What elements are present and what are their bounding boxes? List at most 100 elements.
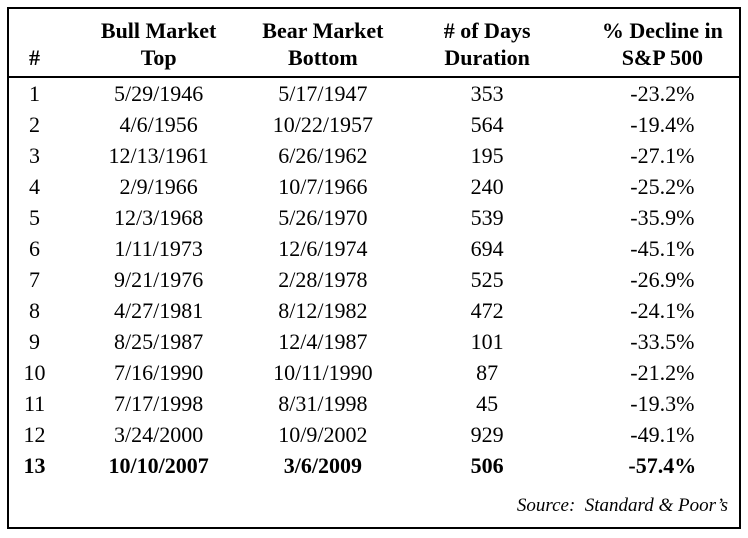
header-line1: Bear Market <box>262 18 384 43</box>
table-body: 1 5/29/1946 5/17/1947 353 -23.2% 2 4/6/1956 10/… <box>9 77 739 481</box>
table-row: 10 7/16/1990 10/11/1990 87 -21.2% <box>9 357 739 388</box>
bear-market-bottom-cell: 10/7/1966 <box>278 173 368 199</box>
bull-market-top-cell: 5/29/1946 <box>114 80 204 106</box>
bull-market-top-cell: 7/17/1998 <box>114 390 204 416</box>
column-header-bear-market-bottom: Bear Market Bottom <box>257 9 389 78</box>
bull-market-top-cell: 8/25/1987 <box>114 328 204 354</box>
days-duration-cell: 45 <box>476 390 499 416</box>
table-row: 4 2/9/1966 10/7/1966 240 -25.2% <box>9 171 739 202</box>
header-line2: Top <box>140 45 177 70</box>
column-header-number: # <box>9 9 61 78</box>
row-number-cell: 4 <box>29 173 41 199</box>
days-duration-cell: 539 <box>470 204 504 230</box>
column-header-days-duration: # of Days Duration <box>388 9 586 78</box>
table-row: 5 12/3/1968 5/26/1970 539 -35.9% <box>9 202 739 233</box>
header-line2: Duration <box>444 45 530 70</box>
source-note: Source: Standard & Poor’s <box>516 495 728 516</box>
bear-market-bottom-cell: 8/31/1998 <box>278 390 368 416</box>
pct-decline-cell: -24.1% <box>630 297 695 323</box>
bear-market-bottom-cell: 8/12/1982 <box>278 297 368 323</box>
days-duration-cell: 240 <box>470 173 504 199</box>
bull-market-top-cell: 7/16/1990 <box>114 359 204 385</box>
row-number-cell: 5 <box>29 204 41 230</box>
header-line1: Bull Market <box>100 18 217 43</box>
table-row: 9 8/25/1987 12/4/1987 101 -33.5% <box>9 326 739 357</box>
column-header-bull-market-top: Bull Market Top <box>60 9 258 78</box>
pct-decline-cell: -25.2% <box>630 173 695 199</box>
table-row: 1 5/29/1946 5/17/1947 353 -23.2% <box>9 77 739 109</box>
row-number-cell: 11 <box>23 390 46 416</box>
header-line2: S&P 500 <box>621 45 703 70</box>
row-number-cell: 10 <box>23 359 46 385</box>
days-duration-cell: 694 <box>470 235 504 261</box>
header-line1: % Decline in <box>601 18 723 43</box>
bull-market-top-cell: 12/3/1968 <box>114 204 204 230</box>
days-duration-cell: 353 <box>470 80 504 106</box>
days-duration-cell: 472 <box>470 297 504 323</box>
days-duration-cell: 564 <box>470 111 504 137</box>
bear-market-bottom-cell: 10/22/1957 <box>272 111 373 137</box>
row-number-cell: 9 <box>29 328 41 354</box>
row-number-cell: 7 <box>29 266 41 292</box>
table-row: 13 10/10/2007 3/6/2009 506 -57.4% <box>9 450 739 481</box>
days-duration-cell: 506 <box>470 452 504 478</box>
days-duration-cell: 929 <box>470 421 504 447</box>
bear-market-bottom-cell: 5/26/1970 <box>278 204 368 230</box>
header-line2: Bottom <box>288 45 358 70</box>
pct-decline-cell: -33.5% <box>630 328 695 354</box>
table-row: 11 7/17/1998 8/31/1998 45 -19.3% <box>9 388 739 419</box>
row-number-cell: 8 <box>29 297 41 323</box>
row-number-cell: 3 <box>29 142 41 168</box>
bear-market-bottom-cell: 10/9/2002 <box>278 421 368 447</box>
pct-decline-cell: -27.1% <box>630 142 695 168</box>
pct-decline-cell: -49.1% <box>630 421 695 447</box>
bull-market-top-cell: 10/10/2007 <box>108 452 209 478</box>
pct-decline-cell: -26.9% <box>630 266 695 292</box>
header-line2: # <box>29 45 41 70</box>
table-row: 7 9/21/1976 2/28/1978 525 -26.9% <box>9 264 739 295</box>
days-duration-cell: 101 <box>470 328 504 354</box>
row-number-cell: 2 <box>29 111 41 137</box>
pct-decline-cell: -35.9% <box>630 204 695 230</box>
row-number-cell: 13 <box>23 452 46 478</box>
bear-markets-table: # Bull Market Top Bear Market Bottom # o… <box>9 9 739 525</box>
header-row: # Bull Market Top Bear Market Bottom # o… <box>9 9 739 78</box>
bear-market-bottom-cell: 10/11/1990 <box>273 359 373 385</box>
bull-market-top-cell: 1/11/1973 <box>114 235 203 261</box>
pct-decline-cell: -45.1% <box>630 235 695 261</box>
pct-decline-cell: -21.2% <box>630 359 695 385</box>
header-line1: # of Days <box>443 18 531 43</box>
days-duration-cell: 87 <box>476 359 499 385</box>
table-header: # Bull Market Top Bear Market Bottom # o… <box>9 9 739 78</box>
row-number-cell: 1 <box>29 80 41 106</box>
row-number-cell: 6 <box>29 235 41 261</box>
table-row: 2 4/6/1956 10/22/1957 564 -19.4% <box>9 109 739 140</box>
bull-market-top-cell: 4/6/1956 <box>119 111 198 137</box>
table-row: 3 12/13/1961 6/26/1962 195 -27.1% <box>9 140 739 171</box>
source-row: Source: Standard & Poor’s <box>9 481 739 525</box>
bear-market-bottom-cell: 6/26/1962 <box>278 142 368 168</box>
bull-market-top-cell: 12/13/1961 <box>108 142 209 168</box>
header-line1 <box>9 17 60 44</box>
table-row: 6 1/11/1973 12/6/1974 694 -45.1% <box>9 233 739 264</box>
bear-market-bottom-cell: 5/17/1947 <box>278 80 368 106</box>
bear-markets-table-frame: # Bull Market Top Bear Market Bottom # o… <box>7 7 741 529</box>
table-row: 12 3/24/2000 10/9/2002 929 -49.1% <box>9 419 739 450</box>
bear-market-bottom-cell: 2/28/1978 <box>278 266 368 292</box>
bear-market-bottom-cell: 3/6/2009 <box>283 452 362 478</box>
days-duration-cell: 525 <box>470 266 504 292</box>
table-row: 8 4/27/1981 8/12/1982 472 -24.1% <box>9 295 739 326</box>
days-duration-cell: 195 <box>470 142 504 168</box>
bull-market-top-cell: 2/9/1966 <box>119 173 198 199</box>
column-header-pct-decline: % Decline in S&P 500 <box>585 9 739 78</box>
pct-decline-cell: -23.2% <box>630 80 695 106</box>
bull-market-top-cell: 3/24/2000 <box>114 421 204 447</box>
table-footer: Source: Standard & Poor’s <box>9 481 739 525</box>
row-number-cell: 12 <box>23 421 46 447</box>
bull-market-top-cell: 4/27/1981 <box>114 297 204 323</box>
bear-market-bottom-cell: 12/4/1987 <box>278 328 368 354</box>
pct-decline-cell: -19.4% <box>630 111 695 137</box>
bear-market-bottom-cell: 12/6/1974 <box>278 235 368 261</box>
bull-market-top-cell: 9/21/1976 <box>114 266 204 292</box>
